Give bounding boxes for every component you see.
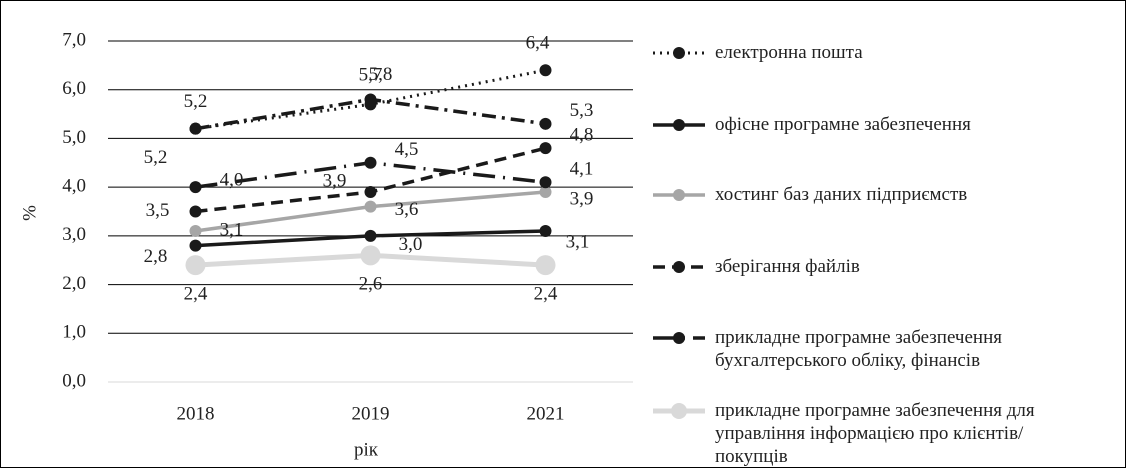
point-marker [539,64,552,77]
point-marker [539,224,552,237]
x-axis-label: рік [354,439,379,460]
data-label: 4,5 [395,139,419,160]
legend-item: офісне програмне забезпечення [651,113,1095,137]
legend-item: зберігання файлів [651,255,1095,279]
point-marker [364,93,377,106]
legend-swatch [653,47,705,59]
data-label: 5,7 [359,65,383,86]
y-tick-label: 6,0 [62,78,86,99]
point-marker [189,181,202,194]
point-marker [185,255,206,276]
point-marker [189,122,202,135]
data-label: 3,0 [399,234,423,255]
legend-swatch [653,119,705,131]
legend-item: прикладне програмне забезпечення бухгалт… [651,326,1095,372]
point-marker [189,205,202,218]
data-label: 5,3 [570,100,594,121]
point-marker [189,224,202,237]
legend-marker [673,119,685,131]
legend-swatch [653,403,705,419]
data-label: 5,2 [144,147,168,168]
legend-swatch [653,261,705,273]
y-tick-label: 1,0 [62,322,86,343]
legend-item: хостинг баз даних підприємств [651,183,1095,207]
data-label: 4,1 [570,159,594,180]
data-label: 3,9 [570,188,594,209]
point-marker [360,245,381,266]
point-marker [364,229,377,242]
legend-label: зберігання файлів [715,256,860,277]
legend-marker [673,47,685,59]
point-marker [539,117,552,130]
data-label: 3,5 [146,200,170,221]
y-tick-label: 0,0 [62,370,86,391]
point-marker [539,142,552,155]
legend-marker [673,261,685,273]
data-label: 4,0 [220,170,244,191]
data-label: 2,6 [359,274,383,295]
data-label: 3,1 [220,219,244,240]
data-label: 5,2 [184,91,208,112]
x-tick-label: 2021 [527,403,565,424]
data-label: 2,8 [144,246,168,267]
legend-label: електронна пошта [715,42,863,63]
point-marker [364,156,377,169]
x-tick-label: 2018 [177,403,215,424]
legend-item: прикладне програмне забезпечення для упр… [651,399,1095,467]
legend-label: прикладне програмне забезпечення бухгалт… [715,327,1002,371]
y-tick-label: 2,0 [62,273,86,294]
point-marker [189,239,202,252]
point-marker [539,176,552,189]
data-label: 3,1 [566,231,590,252]
data-label: 4,8 [570,125,594,146]
legend-swatch [653,332,705,344]
point-marker [364,186,377,199]
y-tick-label: 7,0 [62,29,86,50]
legend-label: хостинг баз даних підприємств [715,184,968,205]
y-axis-label: % [19,205,40,221]
x-tick-label: 2019 [352,403,390,424]
y-tick-label: 5,0 [62,127,86,148]
legend-marker [673,332,685,344]
legend-marker [671,403,687,419]
legend-marker [673,189,685,201]
legend-label: офісне програмне забезпечення [715,114,971,135]
point-marker [535,255,556,276]
plot: рік % 0,0 1,0 2,0 3,0 4,0 5,0 6,0 7,0 2018 2019 20… [19,29,633,460]
point-marker [364,200,377,213]
y-tick-label: 3,0 [62,224,86,245]
data-label: 5,8 [369,64,393,85]
data-label: 2,4 [184,283,208,304]
legend-label: прикладне програмне забезпечення для упр… [715,400,1035,467]
data-label: 2,4 [534,283,558,304]
legend-swatch [653,189,705,201]
data-label: 6,4 [526,33,550,54]
legend-item: електронна пошта [651,41,1095,65]
point-marker [539,186,552,199]
data-label: 3,9 [323,170,347,191]
data-label: 3,6 [395,199,419,220]
y-tick-label: 4,0 [62,176,86,197]
